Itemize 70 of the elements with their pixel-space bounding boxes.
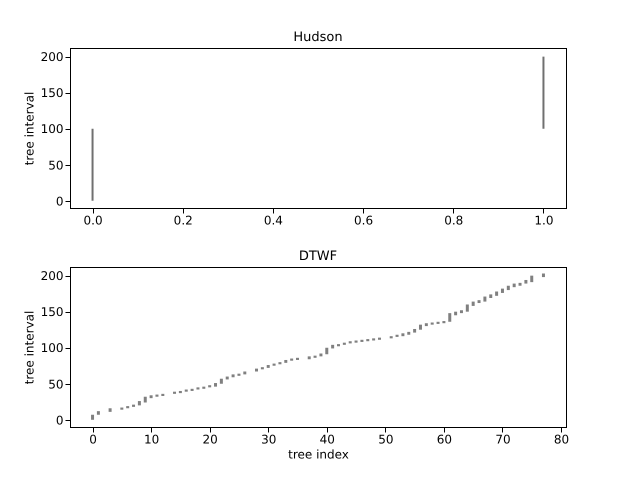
x-tick-label: 0.8 [444, 214, 464, 228]
y-tick-label: 100 [40, 122, 64, 136]
bar [466, 304, 469, 312]
y-tick-label: 200 [40, 269, 64, 284]
bar [284, 360, 288, 363]
y-tick-label: 0 [56, 194, 64, 208]
bar [144, 396, 147, 402]
x-tick-label: 50 [378, 432, 394, 446]
chart-title: Hudson [293, 30, 343, 45]
x-axis-title: tree index [288, 448, 349, 462]
x-tick-label: 10 [144, 432, 160, 446]
bar [542, 273, 545, 278]
x-tick-label: 0.0 [84, 214, 103, 228]
bar [454, 312, 458, 316]
bar [489, 294, 492, 298]
bar [506, 286, 510, 290]
bar [372, 338, 376, 341]
x-tick-label: 0.2 [174, 214, 193, 228]
bar [161, 394, 164, 396]
bar [495, 292, 498, 296]
bar [226, 376, 229, 380]
bar [96, 411, 100, 415]
bar [243, 372, 246, 374]
x-tick-label: 1.0 [534, 214, 554, 228]
bar [255, 368, 258, 372]
x-tick-label: 0 [89, 432, 97, 446]
bar [196, 387, 200, 390]
bar [460, 310, 463, 314]
y-axis-title: tree interval [22, 310, 37, 384]
bar [266, 365, 270, 368]
y-tick-label: 50 [48, 158, 64, 172]
bar [138, 401, 141, 406]
bar [483, 296, 486, 302]
x-tick-label: 40 [320, 432, 335, 446]
y-tick-label: 50 [48, 377, 64, 392]
bar [214, 383, 218, 387]
y-tick-label: 0 [56, 413, 64, 428]
x-tick-label: 30 [261, 432, 276, 446]
bar [418, 324, 422, 330]
x-tick-label: 80 [554, 432, 570, 446]
bar [530, 276, 534, 282]
bar [424, 323, 428, 326]
x-tick-label: 0.4 [264, 214, 283, 228]
bar [430, 322, 434, 325]
bar [448, 313, 452, 322]
x-tick-label: 20 [202, 432, 218, 446]
bar [91, 414, 94, 420]
y-axis-title: tree interval [22, 92, 37, 166]
bar [325, 348, 328, 354]
bar [108, 408, 112, 412]
bar [413, 328, 416, 333]
bar [331, 344, 334, 348]
x-tick-label: 0.6 [354, 214, 374, 228]
x-tick-label: 70 [495, 432, 511, 446]
bar [524, 280, 528, 284]
y-tick-label: 200 [40, 50, 64, 64]
y-tick-label: 100 [40, 341, 64, 356]
bar [512, 284, 516, 288]
y-tick-label: 150 [40, 86, 64, 100]
bar [232, 374, 235, 378]
bar [308, 356, 311, 360]
bar [472, 302, 475, 306]
y-tick-label: 150 [40, 305, 64, 320]
bar [500, 288, 504, 293]
bar [478, 300, 481, 304]
chart-title: DTWF [298, 249, 338, 264]
x-tick-label: 60 [436, 432, 452, 446]
bar [178, 390, 182, 394]
bar [220, 378, 223, 384]
bar [319, 353, 322, 356]
